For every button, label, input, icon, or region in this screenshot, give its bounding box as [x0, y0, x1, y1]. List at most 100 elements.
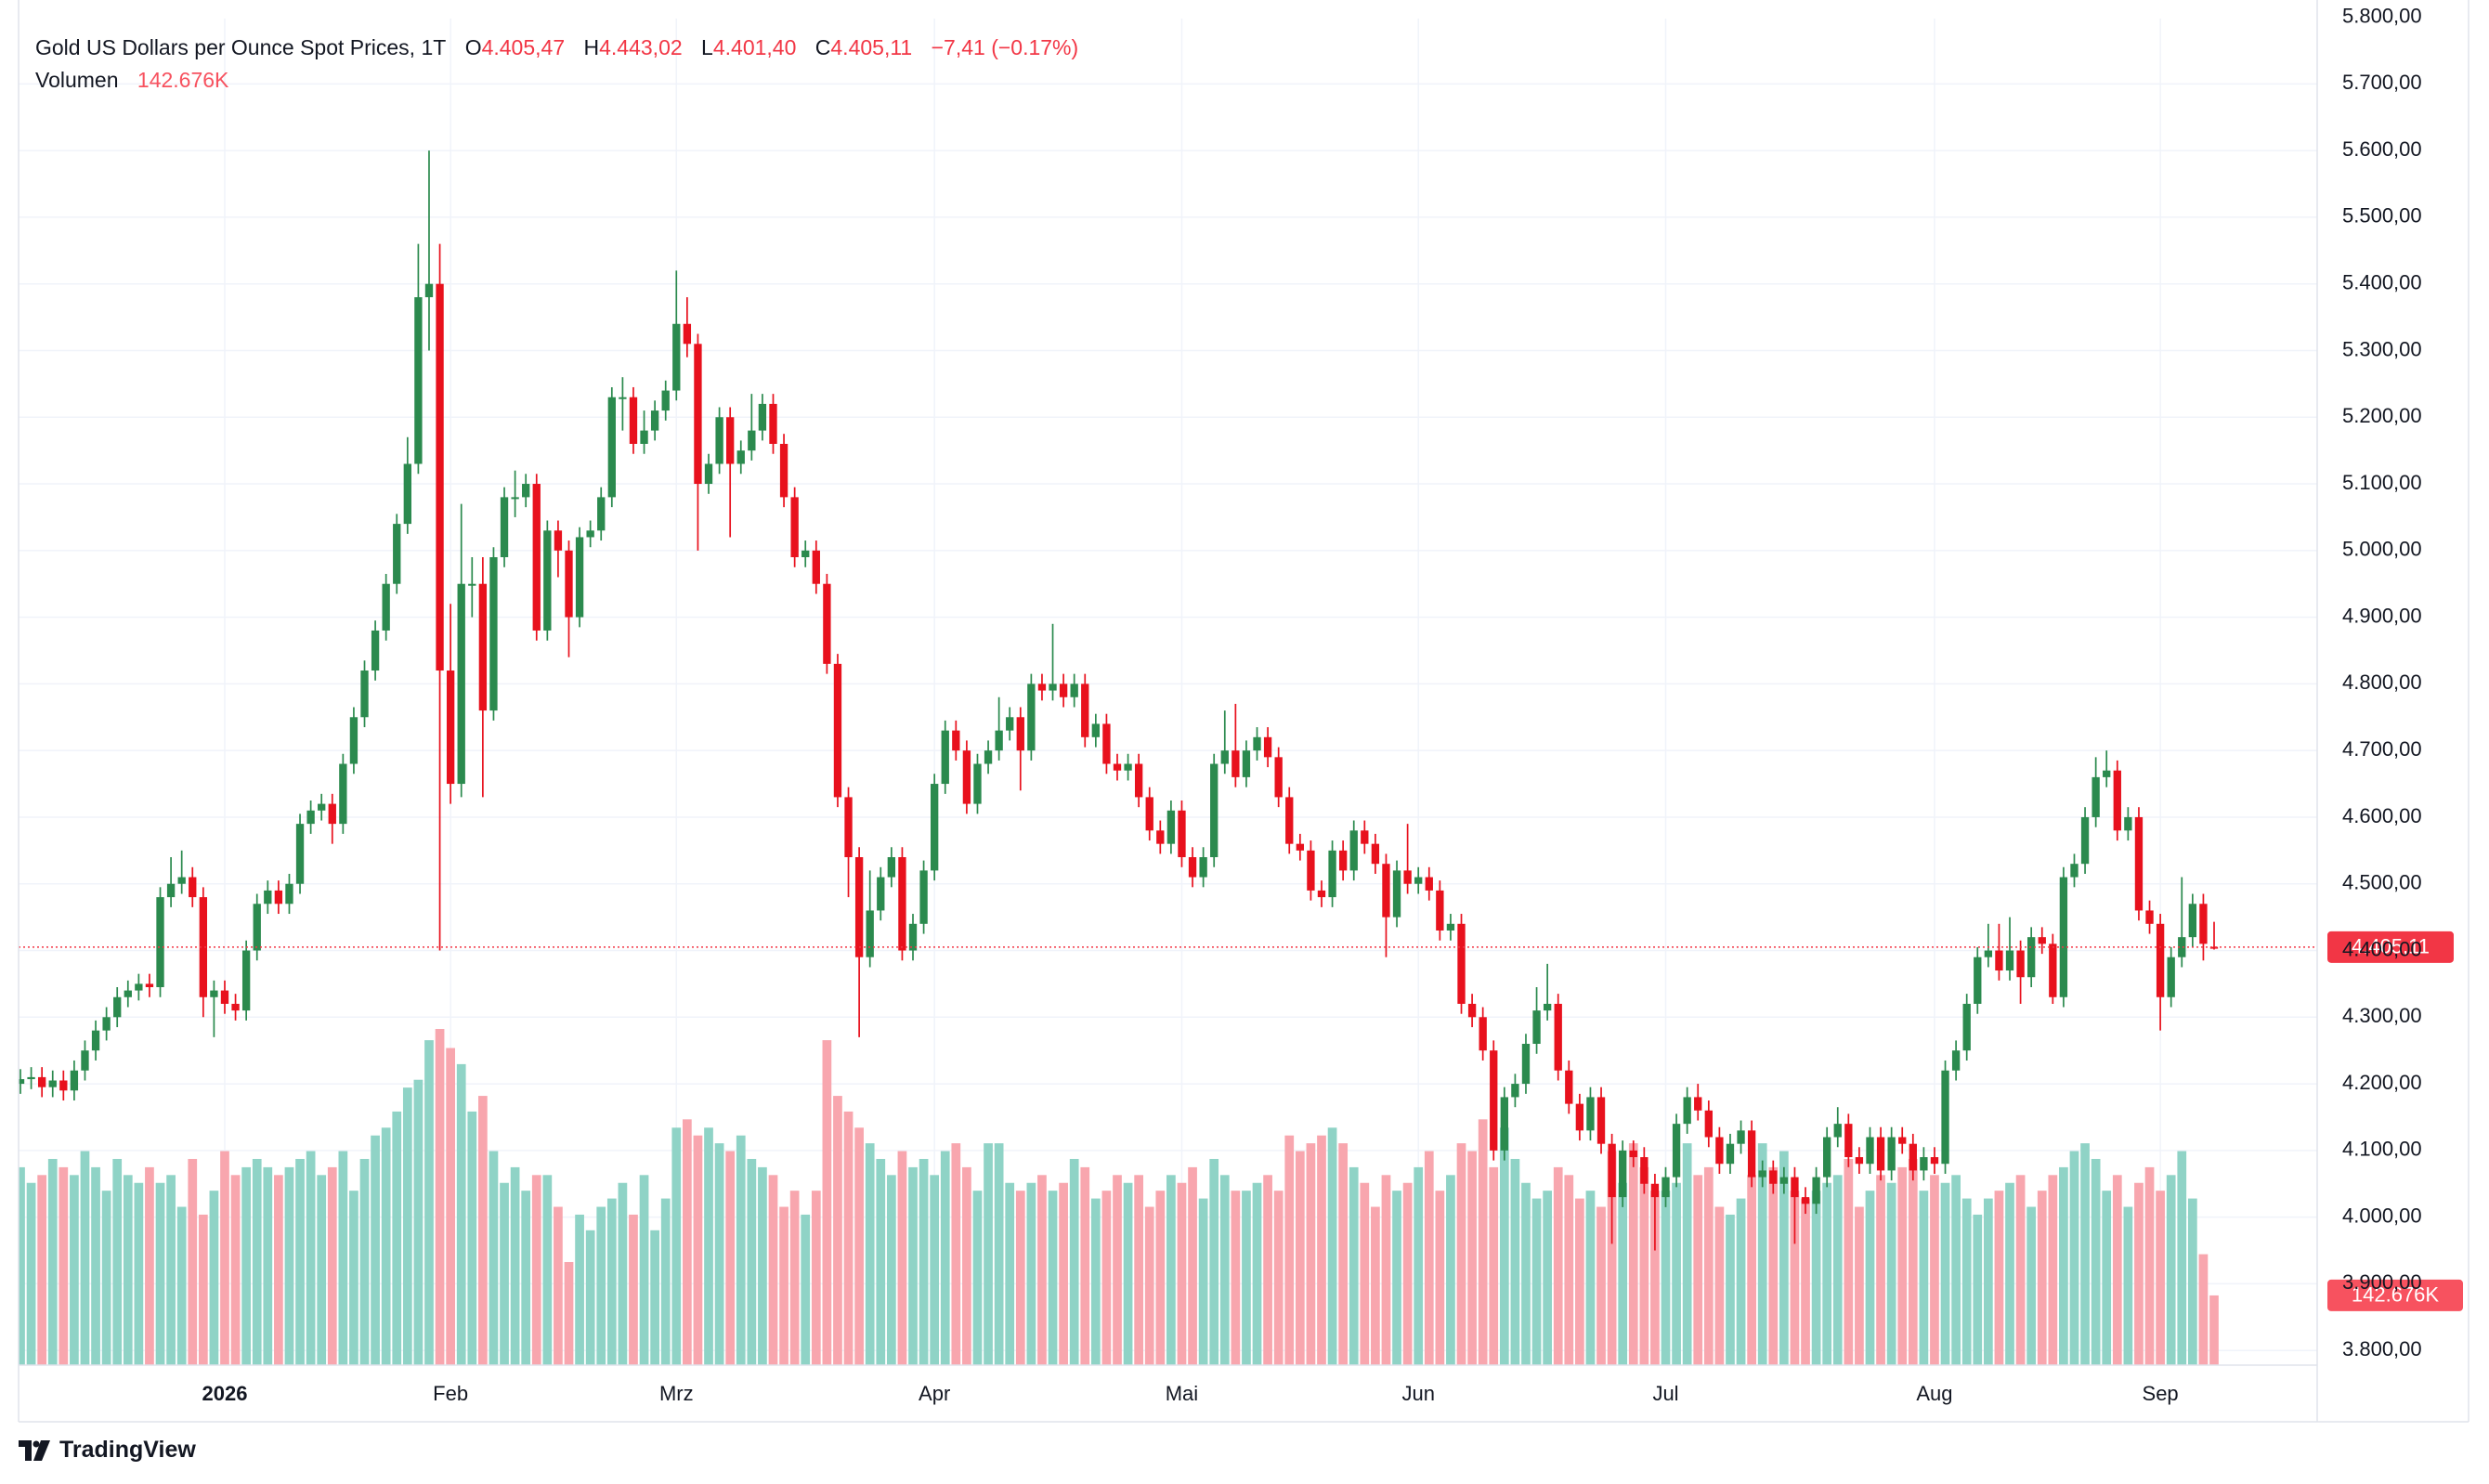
volume-bar: [1209, 1158, 1219, 1365]
candle-body: [274, 890, 283, 905]
volume-bar: [1489, 1166, 1499, 1365]
candle-body: [48, 1080, 57, 1087]
volume-bar: [1446, 1175, 1455, 1365]
volume-bar: [2091, 1158, 2101, 1365]
candle-body: [1102, 723, 1111, 764]
volume-bar: [1757, 1143, 1767, 1365]
candle-body: [1349, 830, 1358, 871]
candle-body: [145, 983, 154, 987]
volume-bar: [1585, 1191, 1596, 1365]
volume-bar: [1919, 1191, 1929, 1365]
ohlc-prefix: O: [464, 35, 482, 59]
volume-bar: [435, 1029, 445, 1365]
candle-body: [1382, 864, 1390, 918]
candle-body: [769, 403, 777, 444]
candle-body: [1178, 810, 1186, 858]
volume-bar: [897, 1151, 907, 1365]
candle-body: [801, 550, 810, 557]
volume-bar: [2177, 1151, 2187, 1365]
candle-body: [1307, 850, 1315, 891]
brand[interactable]: TradingView: [19, 1437, 196, 1464]
candle-body: [607, 397, 616, 498]
volume-bar: [2156, 1191, 2165, 1365]
candle-body: [489, 557, 498, 711]
volume-bar: [789, 1191, 800, 1365]
candle-body: [1726, 1143, 1735, 1165]
volume-bar: [629, 1214, 638, 1365]
volume-bar: [500, 1182, 509, 1365]
candle-body: [70, 1070, 79, 1091]
volume-bar: [1951, 1175, 1961, 1365]
volume-bar: [1242, 1191, 1251, 1365]
volume-bar: [241, 1166, 252, 1365]
candle-body: [1070, 683, 1078, 697]
volume-bar: [1134, 1175, 1144, 1365]
candle-body: [522, 484, 530, 498]
volume-bar: [1005, 1182, 1015, 1365]
volume-bar: [80, 1151, 90, 1365]
candle-body: [1532, 1010, 1541, 1045]
volume-bar: [693, 1135, 703, 1365]
candle-body: [1758, 1170, 1766, 1178]
candle-body: [2038, 937, 2046, 944]
volume-bar: [1037, 1175, 1047, 1365]
candle-body: [854, 857, 864, 957]
volume-bar: [402, 1087, 412, 1365]
volume-bar: [1252, 1182, 1262, 1365]
y-tick-label: 5.000,00: [2342, 538, 2422, 561]
candle-body: [2145, 910, 2154, 924]
candle-body: [2049, 944, 2057, 997]
candle-body: [1328, 850, 1336, 898]
volume-bar: [230, 1175, 241, 1365]
volume-bar: [1930, 1175, 1939, 1365]
candle-body: [1909, 1143, 1917, 1171]
candle-body: [1425, 877, 1433, 891]
volume-bar: [2144, 1166, 2155, 1365]
volume-bar: [1790, 1191, 1800, 1365]
candle-body: [1253, 736, 1261, 751]
candle-body: [457, 583, 465, 785]
candle-body: [1779, 1177, 1789, 1184]
candle-body: [1554, 1003, 1562, 1071]
candle-body: [231, 1003, 240, 1011]
candle-body: [1263, 736, 1272, 758]
volume-bar: [2123, 1206, 2133, 1365]
volume-bar: [1844, 1158, 1854, 1365]
candle-body: [1006, 717, 1014, 731]
candle-body: [371, 630, 380, 671]
candle-body: [1650, 1183, 1660, 1198]
candle-body: [349, 717, 358, 764]
candle-body: [436, 283, 444, 671]
volume-pane: [19, 1029, 2219, 1365]
candle-body: [1833, 1124, 1842, 1138]
volume-bar: [37, 1175, 47, 1365]
volume-bar: [650, 1230, 659, 1365]
volume-bar: [1435, 1191, 1445, 1365]
volume-bar: [295, 1158, 305, 1365]
candle-body: [1619, 1150, 1627, 1198]
candle-body: [2080, 816, 2090, 865]
candle-body: [1715, 1137, 1724, 1165]
volume-bar: [682, 1119, 692, 1365]
volume-bar: [1015, 1191, 1025, 1365]
y-tick-label: 5.100,00: [2342, 471, 2422, 494]
candle-body: [1596, 1097, 1606, 1144]
volume-bar: [349, 1191, 358, 1365]
volume-bar: [919, 1158, 929, 1365]
y-tick-label: 5.600,00: [2342, 137, 2422, 161]
y-tick-label: 4.600,00: [2342, 804, 2422, 827]
volume-bar: [1123, 1182, 1133, 1365]
volume-bar: [1113, 1175, 1122, 1365]
candle-body: [241, 950, 251, 1011]
candle-body: [1876, 1137, 1885, 1171]
volume-bar: [1048, 1191, 1058, 1365]
volume-bar: [392, 1111, 402, 1365]
volume-bar: [1263, 1175, 1272, 1365]
ohlc-value: 4.405,47: [481, 35, 566, 59]
volume-bar: [1564, 1175, 1574, 1365]
volume-bar: [1177, 1182, 1187, 1365]
volume-bar: [1478, 1119, 1488, 1365]
candle-body: [2167, 957, 2175, 997]
volume-bar: [962, 1166, 971, 1365]
y-tick-label: 4.800,00: [2342, 670, 2422, 694]
